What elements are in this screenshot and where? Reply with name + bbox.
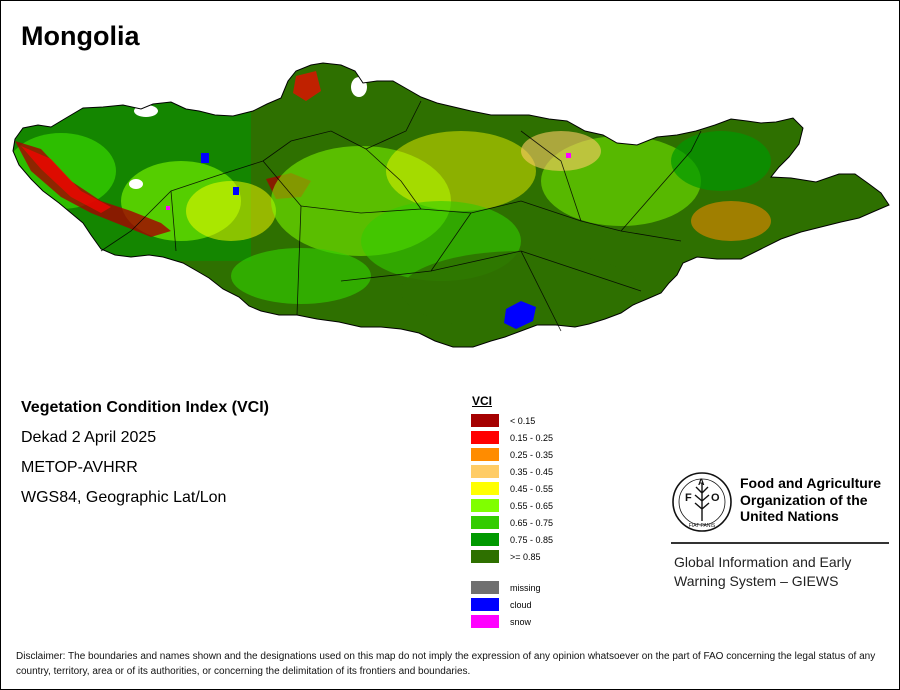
legend-swatch — [471, 482, 499, 495]
north-red-patch — [293, 71, 321, 101]
legend-swatch — [471, 581, 499, 594]
projection-label: WGS84, Geographic Lat/Lon — [21, 489, 227, 506]
legend-swatch — [471, 615, 499, 628]
legend-extra-classes: missing cloud snow — [471, 579, 553, 630]
legend-label: >= 0.85 — [510, 551, 541, 562]
central-yellow — [386, 131, 536, 211]
legend-label: snow — [510, 616, 532, 627]
legend-swatch — [471, 598, 499, 611]
legend-item: < 0.15 — [471, 412, 553, 429]
legend-label: 0.45 - 0.55 — [510, 483, 554, 494]
legend-item: 0.55 - 0.65 — [471, 497, 553, 514]
province-boundaries — [100, 100, 702, 332]
fao-name-line: United Nations — [740, 508, 839, 524]
legend-swatch — [471, 516, 499, 529]
snow-dot-north — [566, 153, 571, 158]
legend-swatch — [471, 533, 499, 546]
legend-gap — [471, 565, 553, 579]
lake-white — [351, 77, 367, 97]
legend-swatch — [471, 414, 499, 427]
legend-swatch — [471, 465, 499, 478]
legend-label: cloud — [510, 599, 532, 610]
east-orange — [691, 201, 771, 241]
legend-item: >= 0.85 — [471, 548, 553, 565]
legend-item: 0.75 - 0.85 — [471, 531, 553, 548]
legend-swatch — [471, 550, 499, 563]
snow-dot-west — [166, 206, 170, 210]
fao-divider — [671, 542, 889, 544]
emblem-letter-f: F — [685, 492, 692, 504]
legend-label: 0.55 - 0.65 — [510, 500, 554, 511]
giews-label: Global Information and Early Warning Sys… — [674, 553, 894, 591]
emblem-letter-o: O — [711, 492, 720, 504]
map-title: Mongolia — [21, 21, 140, 51]
sensor-label: METOP-AVHRR — [21, 459, 138, 476]
legend-item: 0.15 - 0.25 — [471, 429, 553, 446]
legend-swatch — [471, 431, 499, 444]
legend-item: 0.45 - 0.55 — [471, 480, 553, 497]
west-yellow — [186, 181, 276, 241]
fao-name-line: Food and Agriculture — [740, 475, 882, 491]
legend-label: missing — [510, 582, 541, 593]
legend-title: VCI — [472, 394, 493, 408]
fao-name: Food and Agriculture Organization of the… — [740, 475, 899, 525]
lake-white — [129, 179, 143, 189]
legend-item: cloud — [471, 596, 553, 613]
disclaimer: Disclaimer: The boundaries and names sho… — [16, 651, 876, 677]
legend-swatch — [471, 499, 499, 512]
vci-legend: VCI < 0.15 0.15 - 0.25 0.25 - 0.35 0.35 - 0… — [471, 394, 553, 630]
legend-label: 0.15 - 0.25 — [510, 432, 554, 443]
legend-item: 0.35 - 0.45 — [471, 463, 553, 480]
emblem-motto: FIAT PANIS — [689, 523, 716, 529]
north-east-tan — [521, 131, 601, 171]
legend-item: 0.25 - 0.35 — [471, 446, 553, 463]
legend-item: snow — [471, 613, 553, 630]
legend-label: 0.65 - 0.75 — [510, 517, 554, 528]
south-west-light-green — [231, 248, 371, 304]
legend-swatch — [471, 448, 499, 461]
map-info-block: Vegetation Condition Index (VCI) Dekad 2… — [21, 398, 269, 518]
legend-label: 0.25 - 0.35 — [510, 449, 554, 460]
legend-item: missing — [471, 579, 553, 596]
vci-raster — [13, 71, 771, 331]
index-name: Vegetation Condition Index (VCI) — [21, 399, 269, 416]
legend-classes: < 0.15 0.15 - 0.25 0.25 - 0.35 0.35 - 0.45 0… — [471, 412, 553, 565]
legend-item: 0.65 - 0.75 — [471, 514, 553, 531]
fao-emblem-icon: F A O FIAT PANIS — [672, 472, 732, 532]
east-green — [671, 131, 771, 191]
giews-line: Warning System – GIEWS — [674, 573, 839, 589]
emblem-letter-a: A — [698, 477, 705, 487]
legend-label: 0.35 - 0.45 — [510, 466, 554, 477]
period-label: Dekad 2 April 2025 — [21, 429, 157, 446]
giews-line: Global Information and Early — [674, 554, 852, 570]
legend-label: 0.75 - 0.85 — [510, 534, 554, 545]
cloud-patch-west — [201, 153, 209, 163]
west-red-core — [21, 146, 111, 213]
cloud-patch-south — [504, 301, 536, 329]
cloud-patch-central-west — [233, 187, 239, 195]
fao-name-line: Organization of the — [740, 491, 868, 508]
legend-label: < 0.15 — [510, 415, 536, 426]
